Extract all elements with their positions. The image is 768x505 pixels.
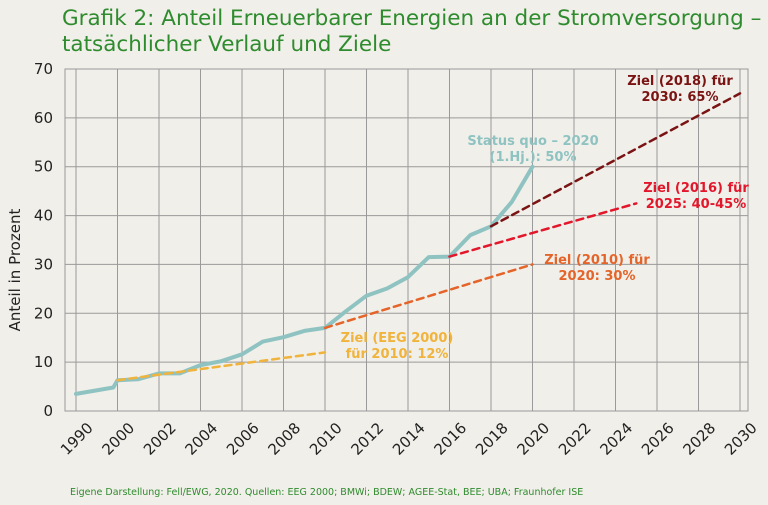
x-tick-label: 2020 [514,419,554,459]
series-line-ziel2010 [323,263,534,330]
y-tick-label: 10 [34,353,53,371]
y-tick-label: 20 [34,304,53,322]
series-lines [74,92,742,396]
x-tick-label: 2008 [265,419,305,459]
annotation-ziel2018: Ziel (2018) für [627,74,733,89]
annotation-actual: (1.Hj.): 50% [490,150,577,165]
y-axis-label: Anteil in Prozent [6,209,24,332]
grid [64,68,749,412]
chart-title: Grafik 2: Anteil Erneuerbarer Energien a… [62,6,762,58]
annotation-ziel2016: 2025: 40-45% [646,197,747,212]
y-tick-label: 50 [34,158,53,176]
series-line-eeg2000 [116,351,327,382]
x-tick-label: 2028 [680,419,720,459]
chart-title-line-1: Grafik 2: Anteil Erneuerbarer Energien a… [62,6,762,31]
y-tick-label: 0 [43,402,53,420]
series-line-ziel2018 [489,92,742,228]
x-axis-ticks: 1990 2000 2002 2004 2006 2008 2010 2012 2014 2016… [57,419,761,459]
annotation-ziel2016: Ziel (2016) für [643,181,749,196]
x-tick-label: 2012 [348,419,388,459]
x-tick-label: 2016 [431,419,471,459]
y-tick-label: 60 [34,109,53,127]
annotation-ziel2018: 2030: 65% [641,90,718,105]
annotation-ziel2010: Ziel (2010) für [544,253,650,268]
annotations: Status quo – 2020(1.Hj.): 50% Ziel (2018)… [341,74,750,362]
source-note: Eigene Darstellung: Fell/EWG, 2020. Quel… [70,487,584,498]
x-tick-label: 2004 [182,419,222,459]
annotation-eeg2000: Ziel (EEG 2000) [341,331,454,346]
x-tick-label: 2000 [99,419,139,459]
y-axis-ticks: 0 10 20 30 40 50 60 70 [34,60,53,420]
annotation-actual: Status quo – 2020 [467,134,598,149]
x-tick-label: 2006 [223,419,263,459]
series-line-ziel2016 [448,202,638,258]
annotation-eeg2000: für 2010: 12% [346,347,449,362]
x-tick-label: 2002 [140,419,180,459]
y-tick-label: 30 [34,255,53,273]
x-tick-label: 2014 [389,419,429,459]
annotation-ziel2010: 2020: 30% [558,269,635,284]
y-tick-label: 70 [34,60,53,78]
x-tick-label: 2026 [638,419,678,459]
x-tick-label: 2022 [555,419,595,459]
x-tick-label: 2024 [597,419,637,459]
series-line-actual [74,164,535,396]
x-tick-label: 2010 [306,419,346,459]
x-tick-label: 1990 [57,419,97,459]
chart-title-line-2: tatsächlicher Verlauf und Ziele [62,32,392,57]
x-tick-label: 2030 [721,419,761,459]
y-tick-label: 40 [34,207,53,225]
x-tick-label: 2018 [472,419,512,459]
